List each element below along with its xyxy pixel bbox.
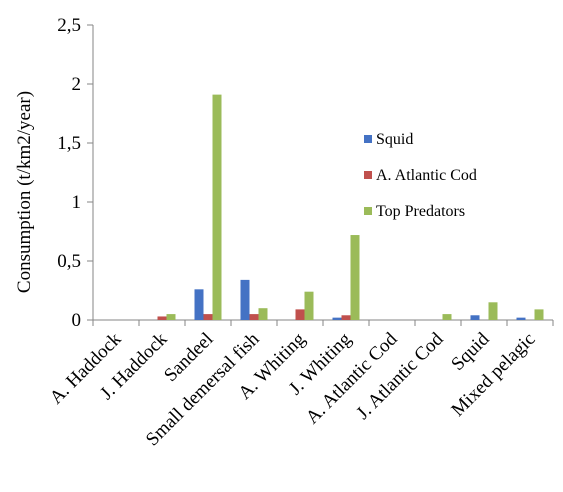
- legend-label: Top Predators: [376, 203, 465, 220]
- y-tick-label: 1,5: [57, 133, 81, 154]
- y-tick-label: 0,5: [57, 251, 81, 272]
- bar: [258, 308, 268, 320]
- y-tick-label: 0: [72, 310, 82, 331]
- bar: [516, 317, 526, 320]
- y-tick-labels: 0 0,5 1 1,5 2 2,5: [57, 15, 81, 331]
- bar: [212, 94, 222, 321]
- y-tick-label: 2,5: [57, 15, 81, 36]
- y-tick-label: 1: [72, 192, 82, 213]
- legend-swatch: [364, 135, 372, 143]
- bar: [332, 317, 342, 320]
- bar: [295, 309, 305, 320]
- axes: [87, 24, 554, 326]
- legend-label: A. Atlantic Cod: [376, 167, 477, 184]
- legend-label: Squid: [376, 131, 413, 148]
- bar: [488, 302, 498, 320]
- legend: Squid A. Atlantic Cod Top Predators: [364, 131, 477, 220]
- bar: [304, 291, 314, 320]
- bar: [194, 289, 204, 320]
- bar: [203, 314, 213, 320]
- bar: [534, 309, 544, 320]
- bar: [249, 314, 259, 320]
- y-axis-label-group: Consumption (t/km2/year): [14, 91, 35, 293]
- bar: [157, 316, 167, 320]
- bar: [341, 315, 351, 320]
- legend-swatch: [364, 207, 372, 215]
- y-tick-label: 2: [72, 74, 82, 95]
- y-axis-label: Consumption (t/km2/year): [14, 91, 35, 293]
- bar: [470, 315, 480, 320]
- bar: [350, 235, 360, 320]
- bar: [442, 314, 452, 320]
- bar: [166, 314, 176, 320]
- bars: [157, 94, 544, 321]
- bar: [240, 279, 250, 320]
- legend-swatch: [364, 171, 372, 179]
